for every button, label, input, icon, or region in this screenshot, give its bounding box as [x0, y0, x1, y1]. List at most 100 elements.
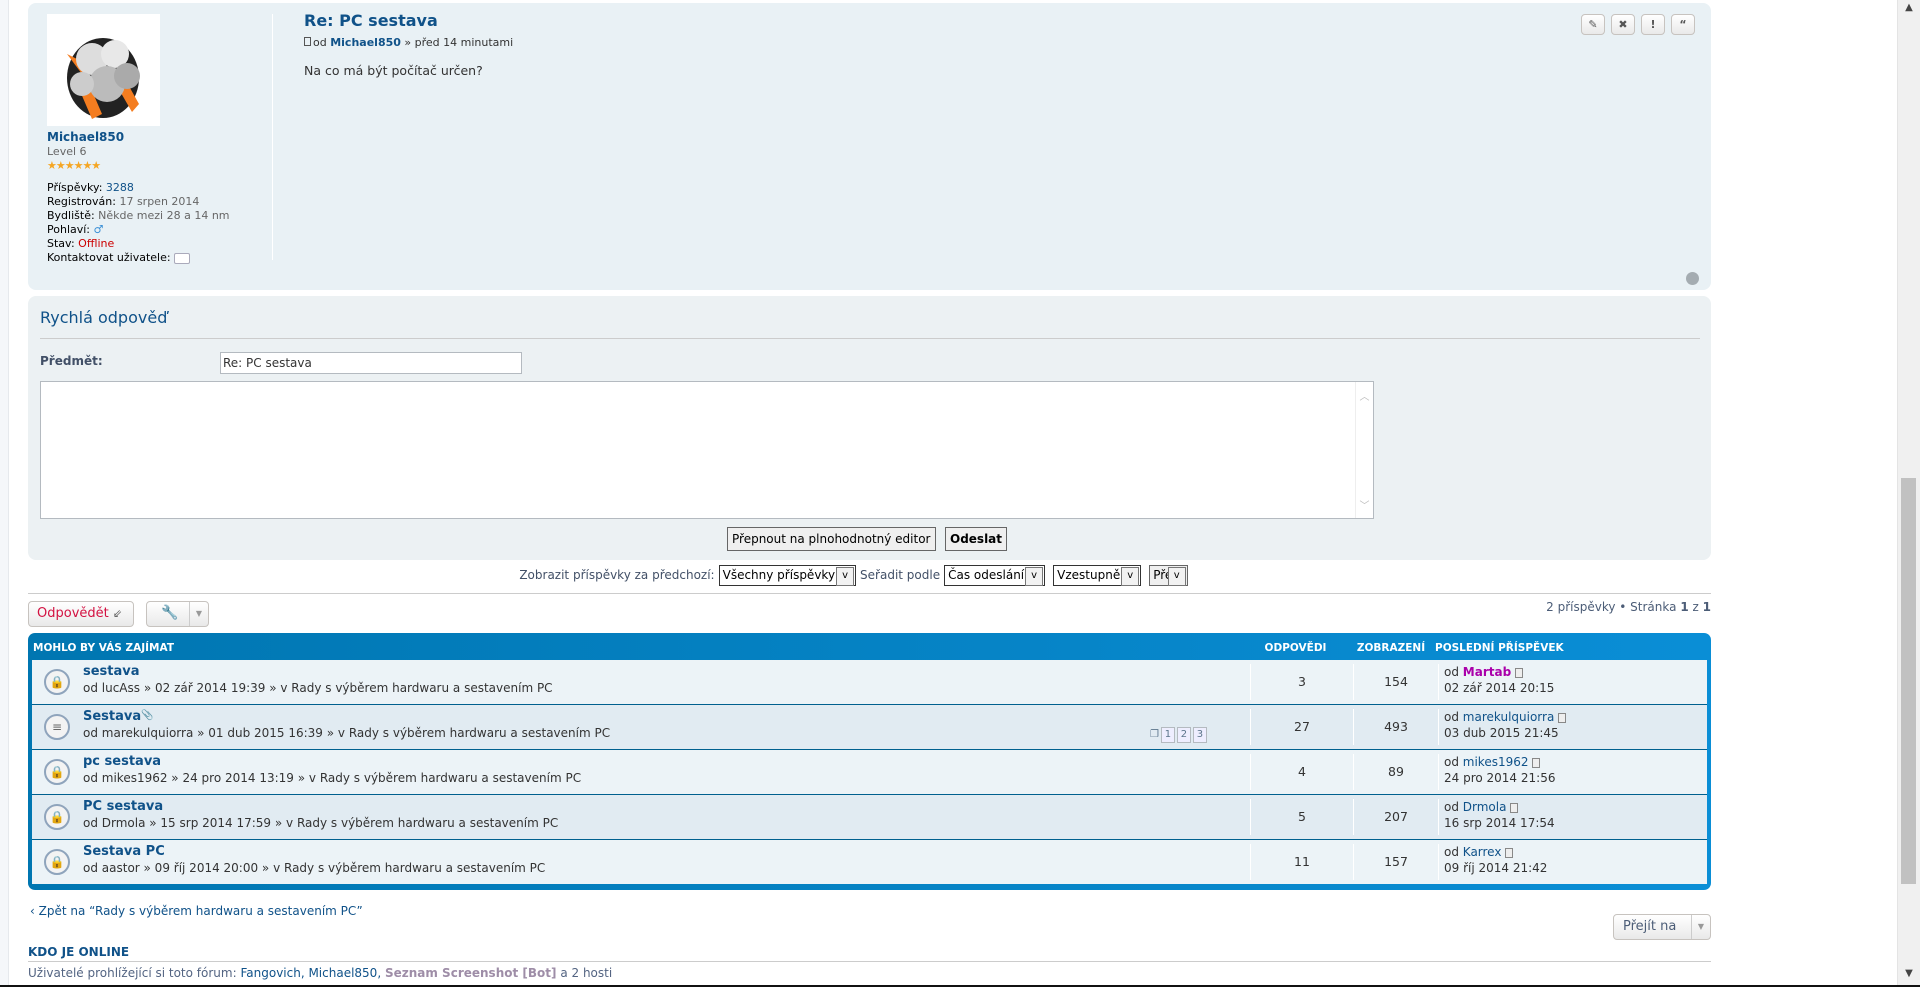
view-latest-icon[interactable]: [1532, 757, 1541, 768]
heading: MOHLO BY VÁS ZAJÍMAT: [33, 642, 174, 654]
textarea-scrollbar[interactable]: ︿ ﹀: [1355, 382, 1373, 518]
reg-label: Registrován:: [47, 195, 116, 208]
topic-title[interactable]: Sestava PC: [83, 844, 165, 859]
view-latest-icon[interactable]: [1510, 802, 1519, 813]
post: [28, 3, 1711, 290]
view-latest-icon[interactable]: [1558, 712, 1567, 723]
last-post: od mikes1962 24 pro 2014 21:56: [1438, 754, 1703, 790]
back-to-top-icon[interactable]: [1686, 272, 1699, 285]
who-is-online-heading: KDO JE ONLINE: [28, 945, 130, 959]
report-button[interactable]: !: [1641, 14, 1665, 35]
post-author[interactable]: Michael850: [330, 36, 401, 49]
scroll-down-icon[interactable]: ▼: [1905, 968, 1913, 979]
last-post: od Martab 02 zář 2014 20:15: [1438, 664, 1703, 700]
edit-icon: ✎: [1588, 18, 1598, 31]
quote-icon: “: [1679, 18, 1687, 31]
back-to-forum-link[interactable]: ‹ Zpět na “Rady s výběrem hardwaru a ses…: [30, 904, 363, 918]
last-post-time: 09 říj 2014 21:42: [1444, 861, 1548, 875]
back-label: Zpět na “Rady s výběrem hardwaru a sesta…: [38, 904, 363, 918]
online-bot[interactable]: Seznam Screenshot [Bot]: [384, 966, 557, 980]
status-value: Offline: [78, 237, 115, 250]
last-post-author[interactable]: Drmola: [1462, 800, 1507, 814]
topic-title[interactable]: Sestava: [83, 709, 142, 724]
loc-label: Bydliště:: [47, 209, 95, 222]
divider: [28, 593, 1711, 594]
row-separator: [32, 704, 1707, 705]
edit-button[interactable]: ✎: [1581, 14, 1605, 35]
page-link[interactable]: 3: [1192, 727, 1207, 743]
topic-title[interactable]: sestava: [83, 664, 140, 679]
quick-reply-heading: Rychlá odpověď: [40, 308, 168, 327]
last-post-author[interactable]: mikes1962: [1462, 755, 1529, 769]
replies-count: 11: [1250, 844, 1353, 880]
gender-label: Pohlaví:: [47, 223, 91, 236]
full-editor-button[interactable]: Přepnout na plnohodnotný editor: [727, 527, 936, 551]
total-pages: 1: [1702, 600, 1711, 614]
last-post: od Karrex 09 říj 2014 21:42: [1438, 844, 1703, 880]
locked-topic-icon: 🔒: [44, 849, 70, 875]
location: Někde mezi 28 a 14 nm: [98, 209, 230, 222]
topic-icon: ≡: [44, 714, 70, 740]
go-button[interactable]: Přejít: [1149, 565, 1188, 586]
sort-select[interactable]: Čas odeslání: [944, 565, 1046, 586]
scrollbar-thumb[interactable]: [1901, 478, 1916, 884]
view-latest-icon[interactable]: [1515, 667, 1523, 678]
topic-title[interactable]: pc sestava: [83, 754, 162, 769]
replies-count: 3: [1250, 664, 1353, 700]
topic-meta: od lucAss » 02 zář 2014 19:39 » v Rady s…: [83, 681, 553, 695]
views-count: 493: [1353, 709, 1438, 745]
online-user-links[interactable]: Fangovich, Michael850,: [240, 966, 382, 980]
page-link[interactable]: 1: [1160, 727, 1175, 743]
chevron-left-icon: ‹: [30, 904, 35, 918]
direction-select[interactable]: Vzestupně: [1053, 565, 1142, 586]
row-separator: [32, 749, 1707, 750]
locked-topic-icon: 🔒: [44, 759, 70, 785]
replies-count: 4: [1250, 754, 1353, 790]
wrench-icon: 🔧: [161, 605, 179, 621]
divider: [28, 961, 1711, 962]
message-textarea[interactable]: ︿ ﹀: [40, 381, 1374, 519]
chevron-down-icon: ▼: [1691, 915, 1710, 939]
post-body: Na co má být počítač určen?: [304, 63, 483, 78]
scroll-up-icon[interactable]: ︿: [1359, 392, 1370, 403]
pagination: 2 příspěvky • Stránka 1 z 1: [1546, 600, 1711, 614]
subject-input[interactable]: Re: PC sestava: [220, 352, 522, 374]
contact-label: Kontaktovat uživatele:: [47, 251, 171, 264]
view-latest-icon[interactable]: [1505, 847, 1514, 858]
attachment-icon: 📎: [141, 710, 154, 721]
show-select[interactable]: Všechny příspěvky: [718, 565, 857, 586]
post-time: » před 14 minutami: [404, 36, 514, 49]
jump-label: Přejít na: [1623, 919, 1677, 934]
delete-button[interactable]: ✖: [1611, 14, 1635, 35]
status-label: Stav:: [47, 237, 75, 250]
replies-count: 5: [1250, 799, 1353, 835]
post-title[interactable]: Re: PC sestava: [304, 11, 438, 30]
tools-dropdown[interactable]: 🔧 ▼: [146, 601, 209, 627]
row-separator: [32, 839, 1707, 840]
row-separator: [32, 794, 1707, 795]
topic-row: 🔒 PC sestava od Drmola » 15 srp 2014 17:…: [32, 795, 1707, 839]
views-count: 157: [1353, 844, 1438, 880]
scroll-up-icon[interactable]: ▲: [1905, 2, 1913, 13]
taskbar-edge: [0, 985, 1920, 987]
last-post-time: 24 pro 2014 21:56: [1444, 771, 1556, 785]
last-post-author[interactable]: Karrex: [1462, 845, 1502, 859]
online-prefix: Uživatelé prohlížející si toto fórum:: [28, 966, 237, 980]
show-label: Zobrazit příspěvky za předchozí:: [519, 568, 715, 582]
online-suffix: a 2 hosti: [560, 966, 613, 980]
last-post-author[interactable]: marekulquiorra: [1462, 710, 1555, 724]
last-post-author[interactable]: Martab: [1462, 665, 1512, 679]
online-users: Uživatelé prohlížející si toto fórum: Fa…: [28, 966, 612, 980]
profile-username[interactable]: Michael850: [47, 130, 125, 144]
jump-to-dropdown[interactable]: Přejít na ▼: [1613, 914, 1711, 940]
topic-title[interactable]: PC sestava: [83, 799, 164, 814]
page-link[interactable]: 2: [1176, 727, 1191, 743]
quote-button[interactable]: “: [1671, 14, 1695, 35]
reply-button[interactable]: Odpovědět ⇙: [28, 601, 134, 627]
locked-topic-icon: 🔒: [44, 804, 70, 830]
contact-icon[interactable]: [174, 252, 191, 264]
posts-count[interactable]: 3288: [105, 181, 134, 194]
views-count: 207: [1353, 799, 1438, 835]
scroll-down-icon[interactable]: ﹀: [1359, 501, 1370, 512]
submit-button[interactable]: Odeslat: [945, 527, 1008, 551]
